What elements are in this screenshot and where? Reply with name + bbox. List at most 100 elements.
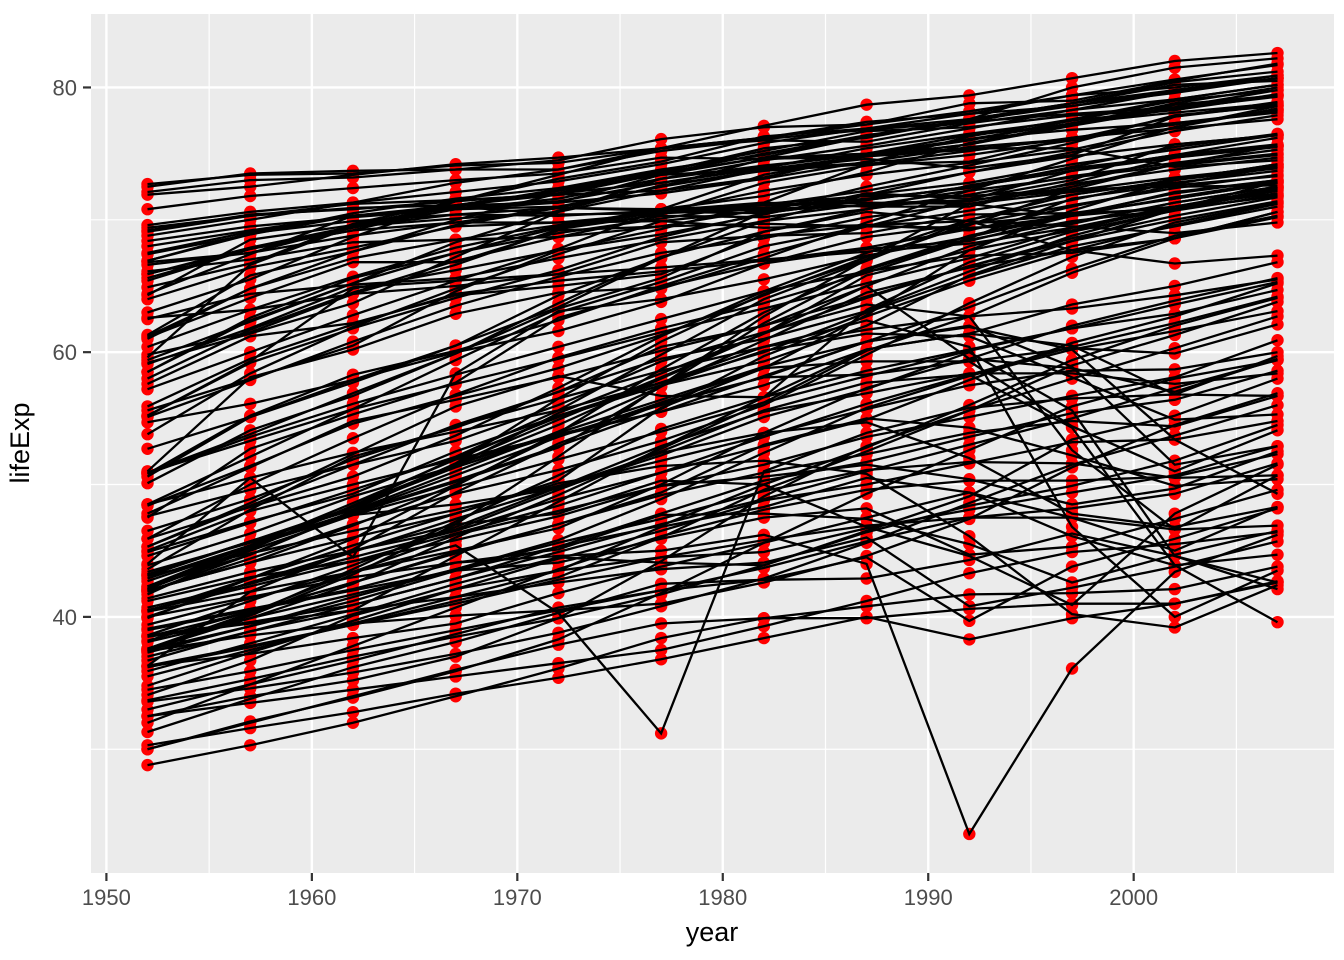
data-point xyxy=(141,265,154,278)
country-line xyxy=(147,196,1278,515)
data-point xyxy=(1271,58,1284,72)
data-point xyxy=(1271,502,1284,515)
data-point xyxy=(1271,458,1284,471)
country-line xyxy=(147,358,1278,751)
axis-tick-marks xyxy=(83,86,1135,881)
data-point xyxy=(1271,548,1284,561)
country-line xyxy=(147,282,1278,609)
country-line xyxy=(147,62,1278,188)
data-point xyxy=(1271,89,1284,102)
series-lines xyxy=(146,51,1279,837)
x-tick-label: 2000 xyxy=(1109,885,1158,910)
country-line xyxy=(146,144,1278,336)
data-point xyxy=(141,281,154,294)
data-point xyxy=(1271,519,1284,532)
country-line xyxy=(147,148,1278,321)
x-tick-label: 1950 xyxy=(82,885,131,910)
y-axis-tick-labels: 40 60 80 xyxy=(53,75,77,629)
country-line xyxy=(147,288,1278,653)
country-line xyxy=(147,210,1278,652)
country-line xyxy=(147,194,1278,319)
country-line xyxy=(147,533,1278,837)
x-tick-label: 1980 xyxy=(698,885,747,910)
country-line xyxy=(147,181,1278,620)
country-line xyxy=(147,114,1278,280)
x-axis-tick-labels: 1950 1960 1970 1980 1990 2000 xyxy=(82,885,1158,910)
country-line xyxy=(147,133,1278,273)
data-point xyxy=(141,629,154,642)
country-line xyxy=(147,463,1278,618)
country-line xyxy=(147,369,1278,637)
country-line xyxy=(147,531,1278,718)
country-line xyxy=(147,450,1278,603)
data-point xyxy=(1271,367,1284,380)
country-line xyxy=(147,185,1278,339)
y-tick-label: 60 xyxy=(53,340,77,365)
data-point xyxy=(141,725,154,739)
data-point xyxy=(141,428,154,441)
y-tick-label: 40 xyxy=(53,605,77,630)
y-tick-label: 80 xyxy=(53,75,77,100)
country-line xyxy=(147,459,1278,629)
country-line xyxy=(147,156,1278,295)
country-line xyxy=(147,392,1278,653)
country-line xyxy=(147,309,1278,654)
country-line xyxy=(147,192,1278,408)
country-line xyxy=(147,324,1278,596)
country-line xyxy=(146,194,1278,571)
x-tick-label: 1970 xyxy=(493,885,542,910)
country-line xyxy=(146,210,1278,485)
country-line xyxy=(147,219,1278,366)
plot-area: 1950 1960 1970 1980 1990 2000 40 60 80 xyxy=(53,14,1334,910)
x-tick-label: 1990 xyxy=(904,885,953,910)
country-line xyxy=(147,507,1278,711)
data-point xyxy=(141,203,154,216)
x-axis-title: year xyxy=(686,917,739,947)
country-line xyxy=(147,169,1278,419)
country-line xyxy=(147,110,1278,243)
country-line xyxy=(147,372,1278,637)
data-point xyxy=(1271,216,1284,229)
country-line xyxy=(146,107,1278,374)
data-point xyxy=(1271,334,1284,347)
country-line xyxy=(147,210,1278,475)
country-line xyxy=(147,83,1278,229)
data-point xyxy=(1271,564,1284,577)
country-line xyxy=(147,74,1278,289)
country-line xyxy=(147,165,1278,380)
country-line xyxy=(147,173,1278,576)
country-line xyxy=(147,164,1278,540)
y-axis-title: lifeExp xyxy=(5,402,35,483)
country-line xyxy=(147,295,1278,612)
country-line xyxy=(147,200,1278,567)
country-line xyxy=(147,77,1278,256)
country-line xyxy=(147,163,1278,613)
country-line xyxy=(147,83,1278,186)
country-line xyxy=(147,351,1278,578)
country-line xyxy=(147,532,1278,734)
data-point xyxy=(1271,139,1284,152)
data-point xyxy=(1271,255,1284,269)
country-line xyxy=(147,315,1278,718)
country-line xyxy=(147,303,1279,531)
country-line xyxy=(147,373,1279,624)
country-line xyxy=(147,319,1278,619)
country-line xyxy=(147,332,1278,658)
country-line xyxy=(146,57,1278,340)
data-point xyxy=(1271,205,1284,219)
country-line xyxy=(147,565,1278,767)
country-line xyxy=(147,491,1278,668)
data-point xyxy=(141,477,154,490)
country-line xyxy=(147,460,1278,644)
country-line xyxy=(147,423,1278,702)
country-line xyxy=(147,350,1278,591)
country-line xyxy=(147,325,1279,552)
x-tick-label: 1960 xyxy=(287,885,336,910)
country-line xyxy=(147,205,1278,554)
country-line xyxy=(147,186,1278,385)
country-line xyxy=(147,152,1278,507)
country-line xyxy=(147,63,1278,227)
country-line xyxy=(147,284,1278,548)
